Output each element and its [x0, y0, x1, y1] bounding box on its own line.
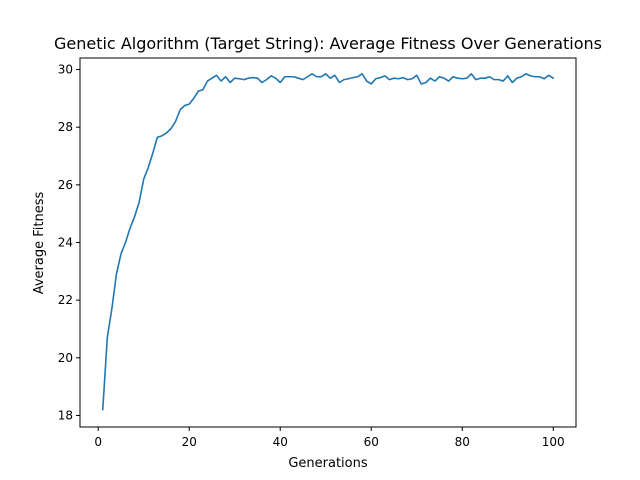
y-tick-label: 28 [58, 120, 73, 134]
y-tick-label: 30 [58, 63, 73, 77]
series-line [101, 73, 555, 411]
x-tick-label: 20 [182, 435, 197, 449]
chart-title: Genetic Algorithm (Target String): Avera… [54, 34, 602, 53]
y-axis: 18 20 22 24 26 28 30 [58, 63, 80, 422]
plot-area [79, 57, 577, 428]
x-tick-label: 40 [273, 435, 288, 449]
y-tick-label: 24 [58, 236, 73, 250]
y-tick-label: 22 [58, 293, 73, 307]
x-tick-label: 80 [455, 435, 470, 449]
axes-frame [79, 57, 577, 428]
x-axis-label: Generations [288, 456, 368, 471]
x-axis: 0 20 40 60 80 100 [94, 427, 565, 449]
y-axis-label: Average Fitness [32, 192, 47, 295]
x-tick-label: 100 [542, 435, 565, 449]
y-tick-label: 26 [58, 178, 73, 192]
x-tick-label: 60 [364, 435, 379, 449]
x-tick-label: 0 [94, 435, 102, 449]
y-tick-label: 18 [58, 408, 73, 422]
y-tick-label: 20 [58, 351, 73, 365]
